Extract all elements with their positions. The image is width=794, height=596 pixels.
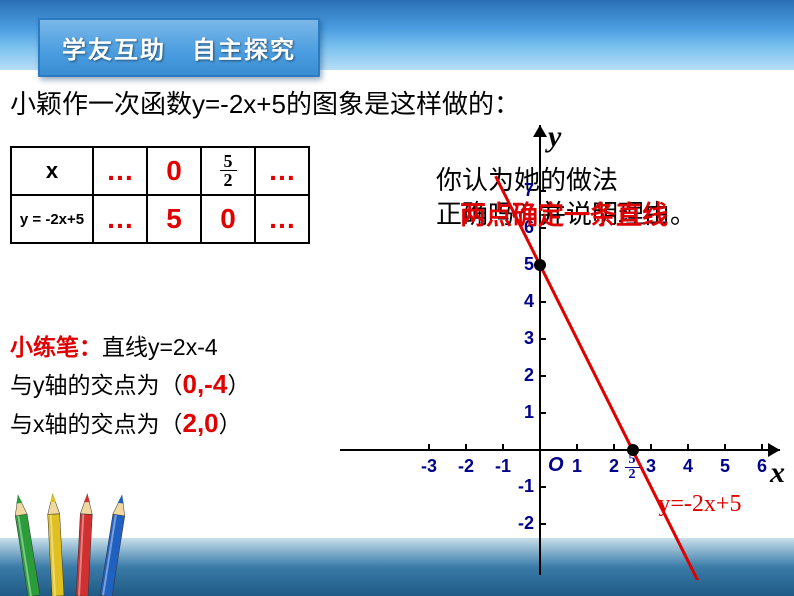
x-tick-label: 5: [713, 456, 737, 477]
table-row: x … 0 5 2 …: [11, 147, 309, 195]
origin-label: O: [548, 454, 564, 477]
x-tick-label: 1: [565, 456, 589, 477]
data-point: [534, 259, 546, 271]
cell-5: 5: [147, 195, 201, 243]
row2-label: y = -2x+5: [11, 195, 93, 243]
data-point: [627, 444, 639, 456]
y-tick-label: 2: [510, 365, 534, 386]
cell-dots: …: [255, 147, 309, 195]
exercise-l1: 直线y=2x-4: [102, 334, 218, 360]
exercise-l2a: 与y轴的交点为（: [10, 372, 183, 398]
exercise-block: 小练笔：直线y=2x-4 与y轴的交点为（0,-4） 与x轴的交点为（2,0）: [10, 330, 250, 443]
frac-den: 2: [220, 171, 237, 191]
cell-0b: 0: [201, 195, 255, 243]
exercise-l3b: ）: [219, 411, 242, 437]
exercise-ans2: 2,0: [183, 408, 219, 438]
exercise-l3a: 与x轴的交点为（: [10, 411, 183, 437]
cell-dots: …: [255, 195, 309, 243]
banner-title: 学友互助 自主探究: [38, 18, 320, 77]
data-table: x … 0 5 2 … y = -2x+5 … 5 0 …: [10, 146, 310, 244]
exercise-ans1: 0,-4: [183, 369, 228, 399]
pencils-icon: [10, 476, 140, 596]
y-tick-label: -2: [510, 513, 534, 534]
y-axis-label: y: [548, 120, 561, 154]
intro-text: 小颖作一次函数y=-2x+5的图象是这样做的：: [10, 84, 520, 121]
equation-label: y=-2x+5: [658, 491, 741, 518]
cell-0: 0: [147, 147, 201, 195]
x-tick-frac: 52: [625, 453, 640, 484]
y-tick-label: 1: [510, 402, 534, 423]
row1-label: x: [11, 147, 93, 195]
x-tick-label: 6: [750, 456, 774, 477]
coordinate-graph: y x O y=-2x+5 -3-2-1123456-2-1123456752: [330, 120, 790, 580]
y-tick-label: -1: [510, 476, 534, 497]
x-tick-label: -1: [491, 456, 515, 477]
x-tick-label: -3: [417, 456, 441, 477]
x-tick-label: 2: [602, 456, 626, 477]
table-row: y = -2x+5 … 5 0 …: [11, 195, 309, 243]
x-tick-label: 4: [676, 456, 700, 477]
cell-dots: …: [93, 195, 147, 243]
frac-num: 5: [220, 152, 237, 171]
exercise-prefix: 小练笔：: [10, 334, 102, 360]
x-tick-label: 3: [639, 456, 663, 477]
cell-dots: …: [93, 147, 147, 195]
key-answer: 两点确定一条直线: [460, 195, 668, 232]
cell-frac: 5 2: [201, 147, 255, 195]
exercise-l2b: ）: [227, 372, 250, 398]
x-tick-label: -2: [454, 456, 478, 477]
y-tick-label: 5: [510, 254, 534, 275]
y-tick-label: 3: [510, 328, 534, 349]
y-tick-label: 4: [510, 291, 534, 312]
